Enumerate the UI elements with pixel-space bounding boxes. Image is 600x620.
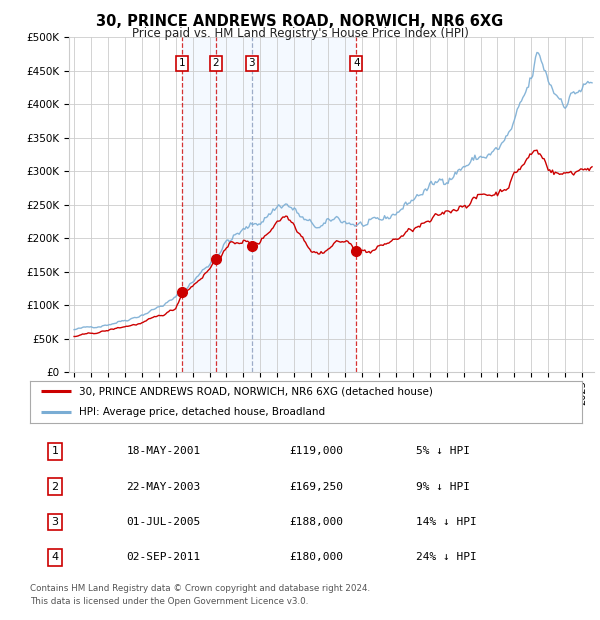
Text: Contains HM Land Registry data © Crown copyright and database right 2024.: Contains HM Land Registry data © Crown c… xyxy=(30,584,370,593)
Text: 4: 4 xyxy=(353,58,360,68)
Text: 30, PRINCE ANDREWS ROAD, NORWICH, NR6 6XG: 30, PRINCE ANDREWS ROAD, NORWICH, NR6 6X… xyxy=(97,14,503,29)
Text: 4: 4 xyxy=(51,552,58,562)
Bar xyxy=(182,37,356,372)
Text: 30, PRINCE ANDREWS ROAD, NORWICH, NR6 6XG (detached house): 30, PRINCE ANDREWS ROAD, NORWICH, NR6 6X… xyxy=(79,386,433,396)
Text: 5% ↓ HPI: 5% ↓ HPI xyxy=(416,446,470,456)
Text: £169,250: £169,250 xyxy=(289,482,343,492)
Text: £119,000: £119,000 xyxy=(289,446,343,456)
Text: 2: 2 xyxy=(51,482,58,492)
Text: 3: 3 xyxy=(248,58,255,68)
Text: 1: 1 xyxy=(52,446,58,456)
Text: 02-SEP-2011: 02-SEP-2011 xyxy=(127,552,201,562)
Text: 2: 2 xyxy=(212,58,220,68)
Text: HPI: Average price, detached house, Broadland: HPI: Average price, detached house, Broa… xyxy=(79,407,325,417)
Text: Price paid vs. HM Land Registry's House Price Index (HPI): Price paid vs. HM Land Registry's House … xyxy=(131,27,469,40)
Text: This data is licensed under the Open Government Licence v3.0.: This data is licensed under the Open Gov… xyxy=(30,597,308,606)
Text: 22-MAY-2003: 22-MAY-2003 xyxy=(127,482,201,492)
Text: 24% ↓ HPI: 24% ↓ HPI xyxy=(416,552,477,562)
Text: 18-MAY-2001: 18-MAY-2001 xyxy=(127,446,201,456)
Text: 3: 3 xyxy=(52,517,58,527)
Text: 1: 1 xyxy=(179,58,185,68)
Text: 9% ↓ HPI: 9% ↓ HPI xyxy=(416,482,470,492)
Text: 14% ↓ HPI: 14% ↓ HPI xyxy=(416,517,477,527)
Text: £180,000: £180,000 xyxy=(289,552,343,562)
Text: £188,000: £188,000 xyxy=(289,517,343,527)
Text: 01-JUL-2005: 01-JUL-2005 xyxy=(127,517,201,527)
